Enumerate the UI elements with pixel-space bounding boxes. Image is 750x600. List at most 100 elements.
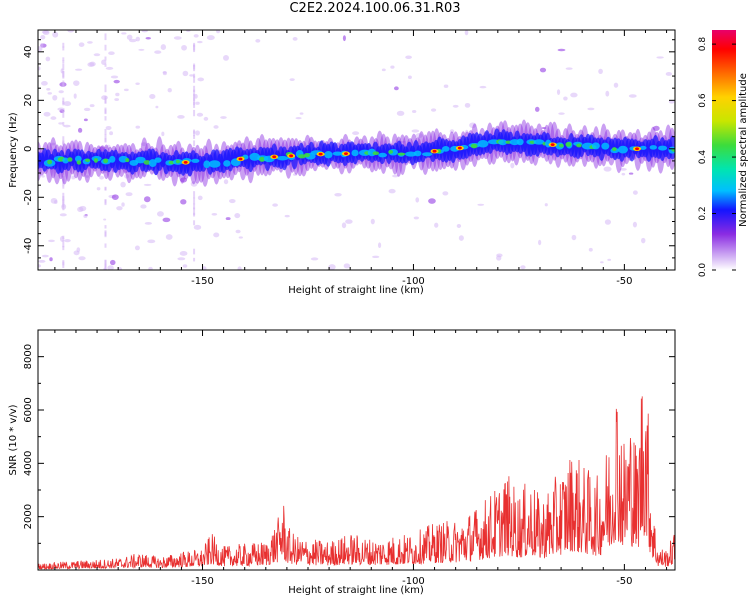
spectrogram-noise-cell <box>114 98 120 101</box>
spectrogram-streak-cell <box>193 212 196 217</box>
spectrogram-streak-cell <box>104 33 107 41</box>
spectrogram-band-cell <box>611 147 617 152</box>
spectrogram-noise-cell <box>235 229 241 234</box>
spectrogram-noise-cell <box>89 104 95 108</box>
spectrogram-band-cell <box>639 145 647 150</box>
spectrogram-band-cell <box>62 157 69 164</box>
spectrogram-streak-cell <box>193 203 196 210</box>
spectrogram-noise-cell <box>334 193 342 197</box>
spectrogram-noise-cell <box>255 38 261 43</box>
spectrogram-noise-cell <box>665 72 673 76</box>
spectrogram-noise-cell <box>656 56 664 59</box>
spectrogram-noise-cell <box>598 68 603 74</box>
spectrogram-band-cell <box>109 155 116 163</box>
spectrogram-noise-cell <box>109 131 114 136</box>
spectrogram-band-cell <box>378 152 387 158</box>
spectrogram-streak-cell <box>104 107 107 114</box>
spectrogram-noise-cell <box>123 88 129 92</box>
spectrogram-streak-cell <box>193 140 196 147</box>
spectrogram-streak-cell <box>62 245 65 251</box>
spectrogram-noise-cell <box>103 218 107 221</box>
spectrogram-band-cell <box>441 146 450 152</box>
spectrogram-streak-cell <box>104 116 107 121</box>
spectrogram-noise-cell <box>197 195 203 201</box>
snr-xtick-label: -50 <box>616 576 632 587</box>
spectrogram-noise-cell <box>135 36 141 42</box>
spectrogram-streak-cell <box>104 231 107 238</box>
spectrogram-noise-cell <box>477 203 485 206</box>
spectrogram-noise-cell <box>415 133 423 139</box>
spectrogram-noise-cell <box>52 94 58 101</box>
spectrogram-peak-cell <box>457 146 462 150</box>
spectrogram-band-cell <box>405 151 417 157</box>
snr-ytick-label: 6000 <box>23 397 34 422</box>
spectrogram-noise-cell <box>310 257 319 261</box>
spectrogram-band-cell <box>125 158 130 163</box>
spectrogram-streak-cell <box>62 46 65 51</box>
spectrogram-noise-cell <box>161 131 165 137</box>
spectrogram-noise-cell <box>407 75 412 80</box>
spectrogram-noise-cell <box>73 250 80 256</box>
spectrogram-streak-cell <box>193 248 196 255</box>
spectrogram-noise-cell <box>50 116 57 120</box>
spectrogram-noise-cell <box>203 116 209 121</box>
spectrogram-noise-cell <box>135 125 141 129</box>
spectrogram-noise-cell <box>42 30 50 36</box>
spectrogram-noise-cell <box>405 55 412 59</box>
spectrogram-noise-cell <box>211 213 218 216</box>
spectrogram-streak-cell <box>193 109 196 117</box>
spectrogram-noise-cell <box>105 125 112 130</box>
spectrogram-streak-cell <box>104 56 107 61</box>
spectrogram-noise-cell <box>558 112 565 115</box>
spectrogram-noise-cell <box>292 37 298 41</box>
spectrogram-streak-cell <box>104 225 107 229</box>
spectrogram-noise-cell <box>213 232 220 238</box>
spectrogram-noise-cell <box>193 224 202 230</box>
spectrogram-noise-cell <box>50 142 56 146</box>
spectrogram-noise-cell <box>83 107 91 112</box>
spectrogram-noise-cell <box>469 122 477 129</box>
spectrogram-noise-cell <box>223 55 230 61</box>
spectrogram-noise-cell <box>556 89 561 95</box>
spectrogram-noise-cell <box>223 179 229 185</box>
spectrogram-streak-cell <box>193 44 196 53</box>
spectrogram-noise-cell <box>206 35 215 41</box>
spectrogram-noise-cell <box>194 94 198 99</box>
spectrogram-noise-cell <box>544 203 548 207</box>
spectrogram-noise-cell <box>87 41 93 44</box>
spectrogram-noise-cell <box>388 188 396 194</box>
spectrogram-noise-cell <box>272 203 278 207</box>
spectrogram-ytick-label: 20 <box>23 94 34 107</box>
spectrogram-streak-cell <box>193 191 196 199</box>
spectrogram-noise-cell <box>38 66 41 71</box>
snr-ytick-label: 8000 <box>23 344 34 369</box>
spectrogram-noise-cell <box>392 174 399 178</box>
spectrogram-streak-cell <box>62 202 65 211</box>
spectrogram-noise-cell <box>140 204 147 209</box>
spectrogram-panel: -150 -100 -50 -40 -20 0 20 40 Height of straigh… <box>8 29 676 296</box>
spectrogram-noise-cell <box>93 53 101 57</box>
spectrogram-noise-cell <box>534 106 540 112</box>
spectrogram-band-cell <box>617 145 628 154</box>
spectrogram-band-cell <box>276 156 289 161</box>
colorbar-tick-label: 0.6 <box>698 93 708 108</box>
spectrogram-noise-cell <box>213 125 219 129</box>
spectrogram-noise-cell <box>77 127 83 133</box>
spectrogram-peak-cell <box>432 149 437 153</box>
spectrogram-streak-cell <box>62 97 65 105</box>
spectrogram-noise-cell <box>147 239 156 244</box>
spectrogram-band-cell <box>154 157 162 163</box>
spectrogram-streak-cell <box>104 243 107 248</box>
spectrogram-noise-cell <box>145 37 151 40</box>
spectrogram-band-cell <box>93 157 98 163</box>
spectrogram-noise-cell <box>434 222 439 228</box>
spectrogram-streak-cell <box>62 240 65 248</box>
spectrogram-noise-cell <box>195 101 200 105</box>
spectrogram-streak-cell <box>193 75 196 83</box>
spectrogram-noise-cell <box>510 162 515 169</box>
snr-ytick-label: 2000 <box>23 504 34 529</box>
spectrogram-noise-cell <box>162 217 171 223</box>
spectrogram-noise-cell <box>108 51 115 56</box>
spectrogram-noise-cell <box>78 256 86 261</box>
spectrogram-noise-cell <box>619 168 627 171</box>
